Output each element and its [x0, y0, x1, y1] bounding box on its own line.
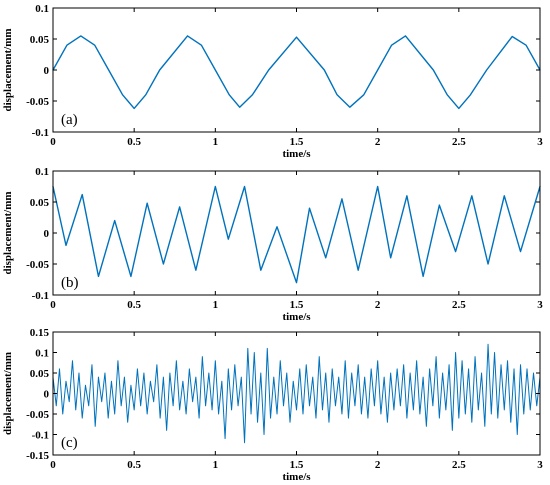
x-tick-label: 0.5 [127, 136, 141, 148]
x-tick-label: 0 [50, 459, 56, 471]
y-tick-label: 0.1 [35, 166, 49, 178]
chart-panel-2: 0 0.5 1 1.5 2 2.5 3 -0.1 -0.05 0 0.05 0.1 time/s disp… [2, 166, 543, 323]
y-tick-label: -0.05 [26, 96, 49, 108]
y-tick-label: 0.1 [35, 348, 49, 360]
x-tick-label: 1.5 [290, 459, 304, 471]
panel-tag: (c) [61, 435, 78, 451]
series-line-1-1 [52, 35, 541, 110]
x-tick-label: 3 [537, 299, 543, 311]
x-tick-label: 2.5 [452, 459, 466, 471]
y-tick-label: 0.05 [30, 34, 50, 46]
chart-panel-3: 0 0.5 1 1.5 2 2.5 3 -0.15 -0.1 -0.05 0 0.05 0.1 0.15 t… [2, 327, 543, 483]
y-axis-title: displacement/mm [2, 191, 14, 274]
x-axis-title: time/s [282, 471, 311, 483]
x-tick-label: 3 [537, 136, 543, 148]
x-tick-label: 2.5 [452, 299, 466, 311]
x-tick-label: 2 [375, 459, 381, 471]
panel-tag: (b) [61, 275, 79, 291]
y-tick-label: 0.05 [30, 197, 50, 209]
x-tick-label: 0.5 [127, 299, 141, 311]
y-tick-label: -0.1 [32, 430, 49, 442]
y-axis-title: displacement/mm [2, 352, 14, 435]
y-tick-label: 0.05 [30, 368, 50, 380]
plot-frame [52, 170, 541, 296]
series-line-2-1 [52, 185, 541, 284]
x-tick-label: 1 [213, 136, 219, 148]
y-tick-label: -0.05 [26, 259, 49, 271]
x-tick-label: 2 [375, 299, 381, 311]
x-tick-label: 0 [50, 136, 56, 148]
x-tick-label: 2.5 [452, 136, 466, 148]
y-tick-label: 0 [44, 389, 50, 401]
x-tick-label: 0 [50, 299, 56, 311]
panel-tag: (a) [61, 112, 78, 128]
y-tick-label: -0.05 [26, 409, 49, 421]
x-tick-label: 1 [213, 459, 219, 471]
y-tick-label: 0.15 [30, 327, 50, 339]
y-tick-label: -0.1 [32, 290, 49, 302]
x-tick-label: 1.5 [290, 136, 304, 148]
x-tick-label: 0.5 [127, 459, 141, 471]
x-tick-label: 1 [213, 299, 219, 311]
y-tick-label: 0 [44, 228, 50, 240]
y-tick-label: 0.1 [35, 3, 49, 15]
y-tick-label: 0 [44, 65, 50, 77]
x-axis-title: time/s [282, 148, 311, 160]
plot-frame [52, 7, 541, 133]
chart-panel-1: 0 0.5 1 1.5 2 2.5 3 -0.1 -0.05 0 0.05 0.1 time/s disp… [2, 3, 543, 160]
x-tick-label: 3 [537, 459, 543, 471]
series-line-3-1 [52, 343, 541, 444]
y-axis-title: displacement/mm [2, 28, 14, 111]
x-tick-label: 2 [375, 136, 381, 148]
x-axis-title: time/s [282, 311, 311, 323]
x-tick-label: 1.5 [290, 299, 304, 311]
y-tick-label: -0.1 [32, 127, 49, 139]
y-tick-label: -0.15 [26, 450, 49, 462]
